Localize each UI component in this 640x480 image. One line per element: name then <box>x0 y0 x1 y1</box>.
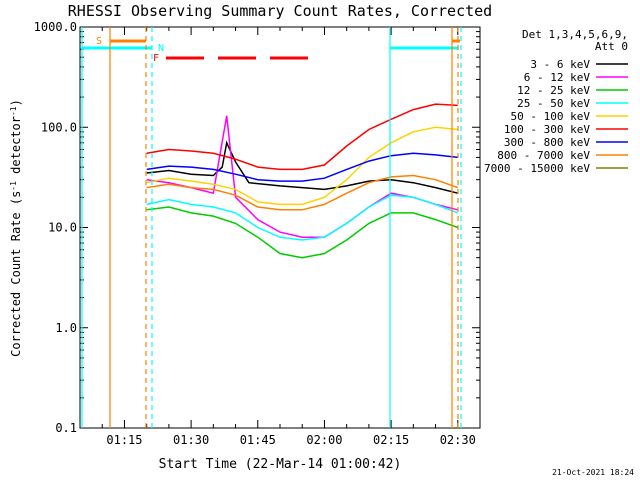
plot-area: 0.1 1.0 10.0 100.0 1000.0 01:15 01:30 01:45 02:… <box>34 20 481 447</box>
series-line-7 <box>146 174 459 211</box>
legend-label: 800 - 7000 keV <box>497 149 590 162</box>
legend-header-1: Det 1,3,4,5,6,9, <box>522 28 628 41</box>
series-line-0 <box>146 140 458 194</box>
legend-label: 300 - 800 keV <box>504 136 590 149</box>
y-tick-label: 1000.0 <box>34 20 77 34</box>
y-tick-label: 100.0 <box>41 120 77 134</box>
chart-title: RHESSI Observing Summary Count Rates, Co… <box>68 2 492 20</box>
x-tick-label: 02:15 <box>373 433 409 447</box>
series-line-3 <box>146 194 459 241</box>
series-line-1 <box>146 115 458 238</box>
legend-header-2: Att 0 <box>595 40 628 53</box>
y-axis-label-d: -1 <box>9 106 18 116</box>
series-line-2 <box>146 206 459 259</box>
y-axis-label: Corrected Count Rate (s-1 detector-1) <box>9 99 24 357</box>
y-axis-label-c: detector <box>9 116 23 181</box>
legend-label: 25 - 50 keV <box>517 97 590 110</box>
y-axis-label-a: Corrected Count Rate (s <box>9 191 23 357</box>
x-tick-label: 01:15 <box>106 433 142 447</box>
y-axis-ticks: 0.1 1.0 10.0 100.0 1000.0 <box>34 20 480 435</box>
legend-label: 3 - 6 keV <box>530 58 590 71</box>
legend-label: 7000 - 15000 keV <box>484 162 590 175</box>
y-tick-label: 10.0 <box>48 221 77 235</box>
y-axis-label-b: -1 <box>9 181 18 191</box>
legend-label: 12 - 25 keV <box>517 84 590 97</box>
flag-label: N <box>158 43 164 54</box>
x-tick-label: 02:00 <box>306 433 342 447</box>
legend-label: 6 - 12 keV <box>524 71 591 84</box>
x-tick-label: 01:30 <box>173 433 209 447</box>
attenuator-flags: S NF <box>81 27 462 428</box>
generation-date: 21-Oct-2021 18:24 <box>552 468 634 477</box>
x-axis-ticks: 01:15 01:30 01:45 02:00 02:15 02:30 <box>79 27 481 447</box>
y-axis: Corrected Count Rate (s-1 detector-1) <box>9 99 24 357</box>
series-line-6 <box>146 152 458 182</box>
x-tick-label: 02:30 <box>440 433 476 447</box>
x-tick-label: 01:45 <box>240 433 276 447</box>
x-axis-label: Start Time (22-Mar-14 01:00:42) <box>159 457 402 472</box>
plot-frame <box>79 26 481 429</box>
flag-label: S <box>96 36 102 47</box>
series-line-5 <box>146 103 458 171</box>
flag-label: F <box>153 53 159 64</box>
y-tick-label: 1.0 <box>55 321 77 335</box>
series-lines <box>146 103 459 259</box>
series-line-4 <box>146 126 458 206</box>
y-axis-label-e: ) <box>9 99 23 106</box>
legend-label: 100 - 300 keV <box>504 123 590 136</box>
y-tick-label: 0.1 <box>55 421 77 435</box>
legend-label: 50 - 100 keV <box>511 110 591 123</box>
x-axis: Start Time (22-Mar-14 01:00:42) <box>159 457 402 472</box>
